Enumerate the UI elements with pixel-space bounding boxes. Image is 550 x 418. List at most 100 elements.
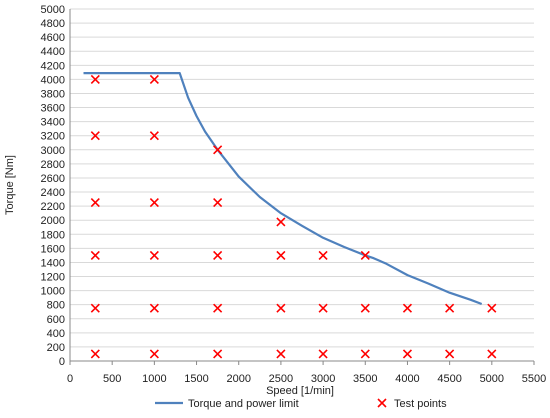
test-point-marker — [149, 198, 159, 208]
y-tick-label: 2400 — [41, 187, 65, 199]
marker-stroke — [377, 398, 387, 408]
y-tick-label: 4200 — [41, 60, 65, 72]
x-tick-label: 3000 — [311, 373, 335, 385]
gridlines — [70, 8, 534, 348]
marker-stroke — [445, 303, 455, 313]
marker-stroke — [90, 250, 100, 260]
legend: Torque and power limit Test points — [155, 398, 447, 410]
y-tick-label: 3400 — [41, 117, 65, 129]
test-point-marker — [318, 349, 328, 359]
marker-stroke — [149, 131, 159, 141]
marker-stroke — [149, 250, 159, 260]
test-point-marker — [90, 250, 100, 260]
y-tick-label: 1800 — [41, 229, 65, 241]
marker-stroke — [213, 145, 223, 155]
marker-stroke — [90, 303, 100, 313]
marker-stroke — [318, 303, 328, 313]
test-point-marker — [360, 250, 370, 260]
test-point-marker — [445, 349, 455, 359]
y-tick-label: 2000 — [41, 215, 65, 227]
test-point-marker — [360, 349, 370, 359]
y-tick-label: 3800 — [41, 88, 65, 100]
test-point-marker — [90, 198, 100, 208]
test-point-marker — [213, 145, 223, 155]
marker-stroke — [213, 250, 223, 260]
test-point-marker — [149, 349, 159, 359]
x-tick-label: 3500 — [353, 373, 377, 385]
y-tick-label: 1600 — [41, 243, 65, 255]
legend-test-point-swatch — [377, 398, 387, 408]
test-point-marker — [276, 217, 286, 227]
marker-stroke — [276, 349, 286, 359]
x-tick-label: 1500 — [184, 373, 208, 385]
x-tick-label: 500 — [103, 373, 121, 385]
plot-series — [83, 72, 497, 359]
y-tick-label: 3200 — [41, 131, 65, 143]
y-axis-label: Torque [Nm] — [4, 155, 16, 215]
legend-label-test-points: Test points — [394, 398, 447, 410]
test-point-marker — [318, 250, 328, 260]
test-point-marker — [487, 303, 497, 313]
test-point-marker — [90, 349, 100, 359]
x-tick-labels: 0 500 1000 1500 2000 2500 3000 3500 4000 4500 5000… — [67, 373, 546, 385]
x-tick-label: 5000 — [480, 373, 504, 385]
test-point-marker — [487, 349, 497, 359]
y-tick-label: 800 — [47, 300, 65, 312]
test-point-marker — [149, 74, 159, 84]
x-axis-label: Speed [1/min] — [266, 385, 334, 397]
y-tick-label: 200 — [47, 342, 65, 354]
test-point-marker — [90, 74, 100, 84]
test-point-marker — [318, 303, 328, 313]
x-tick-label: 1000 — [142, 373, 166, 385]
marker-stroke — [402, 349, 413, 359]
legend-label-torque-power-limit: Torque and power limit — [188, 398, 299, 410]
test-point-marker — [213, 349, 223, 359]
marker-stroke — [213, 198, 223, 208]
x-tick-label: 0 — [67, 373, 73, 385]
y-tick-label: 3000 — [41, 145, 65, 157]
marker-stroke — [149, 74, 159, 84]
marker-stroke — [90, 349, 100, 359]
series-line-torque-power-limit — [83, 72, 483, 306]
y-tick-label: 3600 — [41, 103, 65, 115]
axes — [69, 9, 535, 365]
y-tick-label: 5000 — [41, 4, 65, 16]
y-tick-label: 2200 — [41, 201, 65, 213]
x-tick-label: 4500 — [437, 373, 461, 385]
test-point-marker — [90, 303, 100, 313]
marker-stroke — [360, 250, 370, 260]
marker-stroke — [149, 303, 159, 313]
y-tick-label: 600 — [47, 314, 65, 326]
y-tick-label: 4000 — [41, 74, 65, 86]
test-point-marker — [402, 349, 413, 359]
y-tick-label: 0 — [59, 356, 65, 368]
marker-stroke — [402, 303, 413, 313]
marker-stroke — [90, 198, 100, 208]
y-tick-labels: 0 200 400 600 800 1000 1200 1400 1600 1800 2000 220… — [41, 4, 65, 368]
test-point-marker — [149, 250, 159, 260]
y-tick-label: 2800 — [41, 159, 65, 171]
marker-stroke — [90, 74, 100, 84]
marker-stroke — [213, 303, 223, 313]
marker-stroke — [149, 349, 159, 359]
test-point-marker — [276, 250, 286, 260]
test-point-marker — [149, 131, 159, 141]
y-tick-label: 4400 — [41, 46, 65, 58]
y-tick-label: 400 — [47, 328, 65, 340]
marker-stroke — [276, 250, 286, 260]
marker-stroke — [318, 250, 328, 260]
marker-stroke — [90, 131, 100, 141]
test-point-marker — [445, 303, 455, 313]
test-point-marker — [213, 198, 223, 208]
y-tick-label: 1200 — [41, 272, 65, 284]
y-tick-label: 4600 — [41, 32, 65, 44]
marker-stroke — [487, 303, 497, 313]
marker-stroke — [276, 303, 286, 313]
marker-stroke — [276, 217, 286, 227]
marker-stroke — [487, 349, 497, 359]
marker-stroke — [213, 349, 223, 359]
x-tick-label: 2000 — [226, 373, 250, 385]
y-tick-label: 4800 — [41, 18, 65, 30]
test-point-marker — [276, 349, 286, 359]
